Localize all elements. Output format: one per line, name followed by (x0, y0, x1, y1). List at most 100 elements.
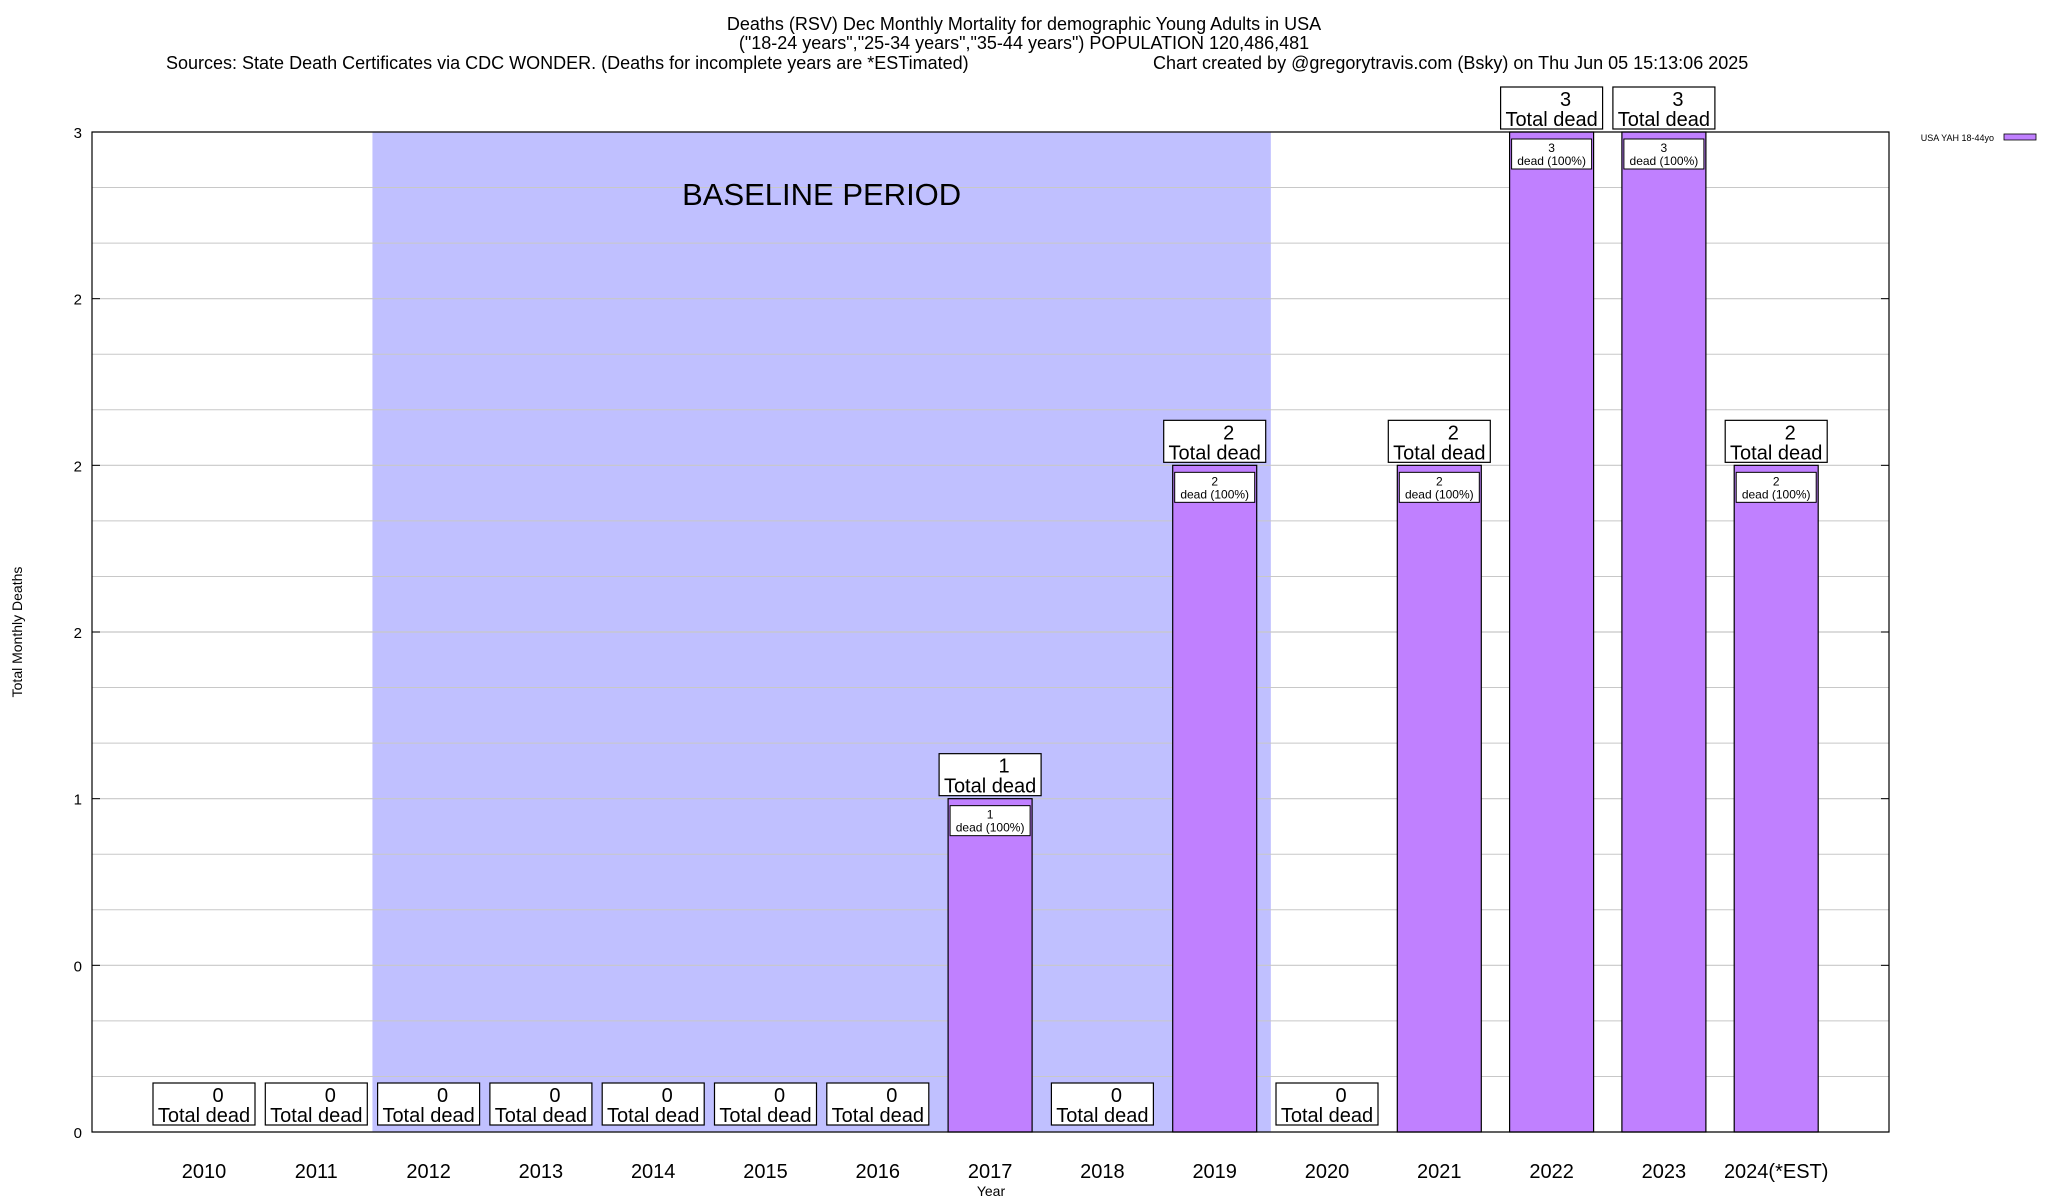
total-dead-count: 0 (1111, 1085, 1122, 1107)
total-dead-count: 0 (437, 1085, 448, 1107)
total-dead-label: Total dead (1618, 109, 1710, 131)
bar-inner-label-count: 2 (1436, 474, 1443, 488)
total-dead-label: Total dead (832, 1105, 924, 1127)
total-dead-box (1499, 86, 1604, 130)
total-dead-label: Total dead (944, 776, 1036, 798)
bar-inner-label-text: dead (100%) (1180, 487, 1249, 501)
total-dead-count: 2 (1785, 422, 1796, 444)
total-dead-box (1612, 86, 1716, 130)
bar (1508, 131, 1595, 1133)
bar (1172, 464, 1258, 1133)
total-dead-label: Total dead (270, 1105, 362, 1127)
chart-title-line-1: Deaths (RSV) Dec Monthly Mortality for d… (726, 14, 1322, 34)
bar (1733, 464, 1819, 1133)
bar-inner-label-text: dead (100%) (1517, 154, 1586, 168)
total-dead-count: 0 (1335, 1085, 1346, 1107)
bar-inner-label-count: 3 (1548, 141, 1555, 155)
total-dead-box (713, 1082, 818, 1126)
x-tick-label: 2023 (1642, 1161, 1687, 1183)
bar (1396, 464, 1482, 1133)
x-tick-label: 2015 (743, 1161, 788, 1183)
legend-swatch (2003, 133, 2037, 141)
total-dead-label: Total dead (1056, 1105, 1148, 1127)
total-dead-box (489, 1082, 593, 1126)
total-dead-box (1163, 419, 1267, 463)
y-axis-label: Total Monthly Deaths (9, 567, 25, 698)
bar (1621, 131, 1707, 1133)
total-dead-label: Total dead (382, 1105, 474, 1127)
bar-inner-label-box (1511, 138, 1593, 170)
bar-inner-label-count: 2 (1773, 474, 1780, 488)
chart-title-line-2: ("18-24 years","25-34 years","35-44 year… (738, 33, 1310, 53)
x-tick-label: 2022 (1529, 1161, 1574, 1183)
total-dead-count: 3 (1560, 89, 1571, 111)
total-dead-count: 0 (549, 1085, 560, 1107)
x-tick-label: 2014 (631, 1161, 676, 1183)
y-tick-label: 2 (74, 458, 82, 475)
total-dead-count: 0 (325, 1085, 336, 1107)
baseline-period-label: BASELINE PERIOD (682, 177, 961, 212)
total-dead-label: Total dead (1730, 442, 1822, 464)
bar-inner-label-text: dead (100%) (956, 821, 1025, 835)
bar-inner-label-box (949, 805, 1031, 837)
x-tick-label: 2021 (1417, 1161, 1462, 1183)
total-dead-box (1275, 1082, 1379, 1126)
total-dead-box (377, 1082, 481, 1126)
total-dead-count: 1 (999, 756, 1010, 778)
total-dead-label: Total dead (1169, 442, 1261, 464)
total-dead-count: 3 (1672, 89, 1683, 111)
total-dead-label: Total dead (1393, 442, 1485, 464)
bar-inner-label-count: 2 (1211, 474, 1218, 488)
total-dead-count: 0 (886, 1085, 897, 1107)
total-dead-label: Total dead (495, 1105, 587, 1127)
total-dead-count: 0 (662, 1085, 673, 1107)
chart-sources: Sources: State Death Certificates via CD… (166, 53, 969, 73)
bar-inner-label-box (1623, 138, 1705, 170)
total-dead-box (152, 1082, 256, 1126)
bar-inner-label-count: 3 (1661, 141, 1668, 155)
plot-frame (91, 131, 1890, 1133)
chart-credit: Chart created by @gregorytravis.com (Bsk… (1153, 53, 1749, 73)
bar-inner-label-text: dead (100%) (1742, 487, 1811, 501)
bar-inner-label-box (1398, 471, 1480, 503)
y-tick-label: 2 (74, 625, 82, 642)
y-tick-label: 1 (74, 792, 82, 809)
total-dead-label: Total dead (158, 1105, 250, 1127)
bar-inner-label-text: dead (100%) (1630, 154, 1699, 168)
x-axis-label: Year (977, 1183, 1006, 1199)
total-dead-count: 0 (774, 1085, 785, 1107)
total-dead-box (826, 1082, 930, 1126)
x-tick-label: 2013 (519, 1161, 564, 1183)
y-tick-label: 2 (74, 292, 82, 309)
total-dead-box (601, 1082, 705, 1126)
total-dead-label: Total dead (1505, 109, 1597, 131)
total-dead-box (264, 1082, 368, 1126)
x-tick-label: 2012 (406, 1161, 451, 1183)
x-tick-label: 2011 (295, 1161, 338, 1183)
x-tick-label: 2018 (1080, 1161, 1125, 1183)
total-dead-box (1387, 419, 1491, 463)
x-tick-label: 2020 (1305, 1161, 1350, 1183)
total-dead-count: 2 (1223, 422, 1234, 444)
bar-inner-label-box (1735, 471, 1817, 503)
total-dead-count: 0 (212, 1085, 223, 1107)
bar-inner-label-text: dead (100%) (1405, 487, 1474, 501)
bar-inner-label-box (1174, 471, 1256, 503)
y-tick-label: 0 (74, 1125, 82, 1142)
bar-inner-label-count: 1 (987, 808, 994, 822)
total-dead-box (938, 753, 1042, 797)
y-tick-label: 0 (74, 958, 82, 975)
bar (947, 798, 1033, 1133)
total-dead-box (1050, 1082, 1155, 1126)
total-dead-count: 2 (1448, 422, 1459, 444)
y-tick-label: 3 (74, 125, 82, 142)
total-dead-label: Total dead (607, 1105, 699, 1127)
x-tick-label: 2010 (182, 1161, 227, 1183)
x-tick-label: 2017 (968, 1161, 1013, 1183)
x-tick-label: 2024(*EST) (1724, 1161, 1829, 1183)
x-tick-label: 2019 (1192, 1161, 1237, 1183)
x-tick-label: 2016 (856, 1161, 901, 1183)
legend-label: USA YAH 18-44yo (1921, 133, 1994, 143)
total-dead-box (1724, 419, 1828, 463)
